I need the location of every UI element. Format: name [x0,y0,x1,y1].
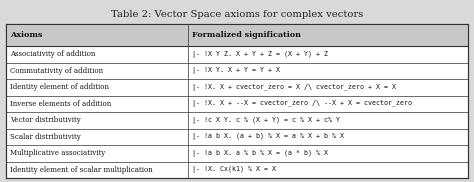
Bar [6,24,468,46]
Text: Multiplicative associativity: Multiplicative associativity [10,149,105,157]
Text: Associativity of addition: Associativity of addition [10,50,95,58]
Bar [6,24,468,178]
Text: |- !X. X + --X = cvector_zero /\ --X + X = cvector_zero: |- !X. X + --X = cvector_zero /\ --X + X… [192,100,412,107]
Text: |- !X Y Z. X + Y + Z = (X + Y) + Z: |- !X Y Z. X + Y + Z = (X + Y) + Z [192,51,328,58]
Text: |- !a b X. (a + b) % X = a % X + b % X: |- !a b X. (a + b) % X = a % X + b % X [192,133,345,140]
Text: Inverse elements of addition: Inverse elements of addition [10,100,111,108]
Text: Identity element of scalar multiplication: Identity element of scalar multiplicatio… [10,166,153,174]
Text: Axioms: Axioms [10,31,42,39]
Text: |- !X. Cx(k1) % X = X: |- !X. Cx(k1) % X = X [192,166,276,173]
Text: |- !X Y. X + Y = Y + X: |- !X Y. X + Y = Y + X [192,68,281,74]
Text: Scalar distributivity: Scalar distributivity [10,133,81,141]
Text: Formalized signification: Formalized signification [192,31,301,39]
Text: |- !c X Y. c % (X + Y) = c % X + c% Y: |- !c X Y. c % (X + Y) = c % X + c% Y [192,117,340,124]
Text: Commutativity of addition: Commutativity of addition [10,67,103,75]
Text: Vector distributivity: Vector distributivity [10,116,81,124]
Text: |- !a b X. a % b % X = (a * b) % X: |- !a b X. a % b % X = (a * b) % X [192,150,328,157]
Text: Table 2: Vector Space axioms for complex vectors: Table 2: Vector Space axioms for complex… [111,10,363,19]
Text: Identity element of addition: Identity element of addition [10,83,109,91]
Text: |- !X. X + cvector_zero = X /\ cvector_zero + X = X: |- !X. X + cvector_zero = X /\ cvector_z… [192,84,396,91]
